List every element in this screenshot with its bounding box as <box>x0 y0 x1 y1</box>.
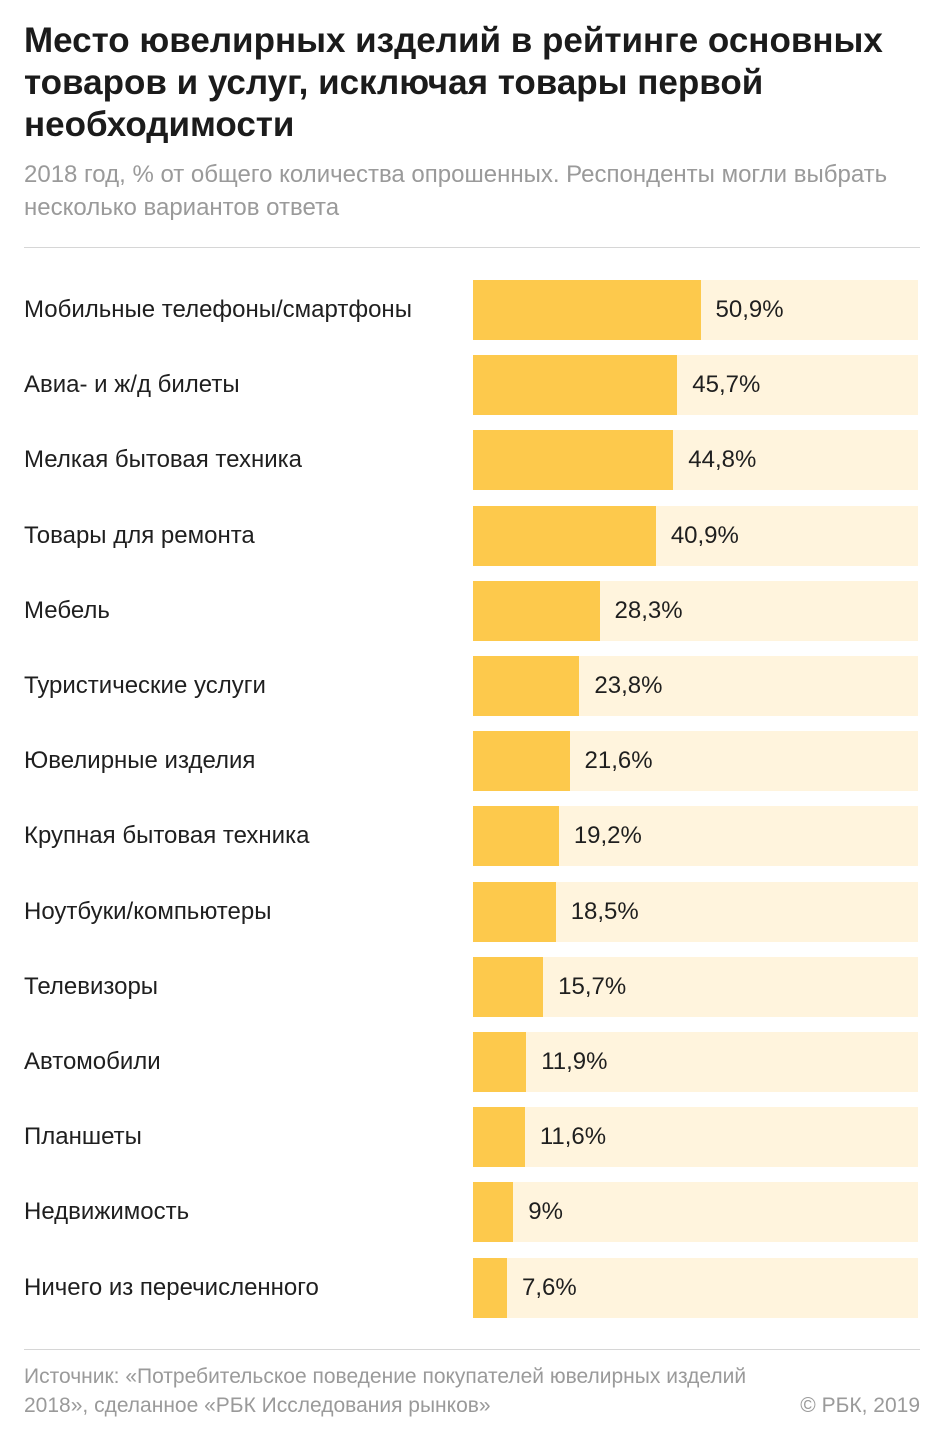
bar-track: 28,3% <box>473 580 918 641</box>
category-label: Авиа- и ж/д билеты <box>24 371 240 399</box>
value-label: 9% <box>528 1198 563 1226</box>
value-label: 21,6% <box>584 747 653 775</box>
value-label: 18,5% <box>570 897 639 925</box>
value-label: 11,6% <box>539 1123 607 1151</box>
bar <box>473 1032 527 1092</box>
bar <box>473 731 570 792</box>
value-label: 7,6% <box>521 1273 577 1301</box>
bar-row: Товары для ремонта 40,9% <box>0 505 945 566</box>
bar-row: Ноутбуки/компьютеры 18,5% <box>0 881 945 942</box>
bar <box>473 1182 514 1243</box>
bar-row: Мелкая бытовая техника 44,8% <box>0 430 945 491</box>
bar-row: Автомобили 11,9% <box>0 1032 945 1092</box>
bar-row: Крупная бытовая техника 19,2% <box>0 806 945 867</box>
chart-title: Место ювелирных изделий в рейтинге основ… <box>24 21 883 144</box>
bar-track: 45,7% <box>473 355 918 416</box>
value-label: 44,8% <box>688 446 757 474</box>
bar <box>473 1107 525 1168</box>
bar-row: Планшеты 11,6% <box>0 1107 945 1168</box>
value-label: 19,2% <box>573 822 642 850</box>
bar <box>473 656 580 716</box>
bar-track: 19,2% <box>473 806 918 867</box>
bar-row: Телевизоры 15,7% <box>0 956 945 1017</box>
bar <box>473 430 674 491</box>
bar-track: 23,8% <box>473 656 918 716</box>
bar <box>473 505 656 566</box>
bar <box>473 881 556 942</box>
category-label: Туристические услуги <box>24 672 266 699</box>
category-label: Ноутбуки/компьютеры <box>24 897 272 925</box>
bar-row: Ювелирные изделия 21,6% <box>0 731 945 792</box>
category-label: Ювелирные изделия <box>24 747 256 775</box>
bar-row: Туристические услуги 23,8% <box>0 656 945 716</box>
bar-row: Авиа- и ж/д билеты 45,7% <box>0 355 945 416</box>
bar <box>473 806 559 867</box>
value-label: 45,7% <box>692 371 761 399</box>
value-label: 11,9% <box>541 1048 608 1075</box>
bar-track: 44,8% <box>473 430 918 491</box>
category-label: Мобильные телефоны/смартфоны <box>24 296 412 323</box>
value-label: 28,3% <box>614 596 683 624</box>
bar-track: 40,9% <box>473 505 918 566</box>
bar-track: 11,6% <box>473 1107 918 1168</box>
category-label: Ничего из перечисленного <box>24 1273 319 1301</box>
value-label: 50,9% <box>715 296 784 323</box>
bar-track: 50,9% <box>473 280 918 340</box>
category-label: Крупная бытовая техника <box>24 822 310 850</box>
category-label: Мелкая бытовая техника <box>24 446 302 474</box>
bar-row: Мобильные телефоны/смартфоны 50,9% <box>0 280 945 340</box>
bar <box>473 1257 507 1318</box>
bottom-divider <box>24 1349 920 1350</box>
bar <box>473 280 701 340</box>
source-note: Источник: «Потребительское поведение пок… <box>24 1365 747 1417</box>
value-label: 40,9% <box>670 521 739 549</box>
bar <box>473 580 600 641</box>
bar-track: 11,9% <box>473 1032 918 1092</box>
bar-row: Мебель 28,3% <box>0 580 945 641</box>
category-label: Товары для ремонта <box>24 521 255 549</box>
value-label: 23,8% <box>594 672 663 699</box>
category-label: Планшеты <box>24 1123 142 1151</box>
bar-track: 9% <box>473 1182 918 1243</box>
category-label: Недвижимость <box>24 1198 190 1226</box>
top-divider <box>24 247 920 248</box>
bar <box>473 956 544 1017</box>
value-label: 15,7% <box>558 972 627 1000</box>
chart-subtitle: 2018 год, % от общего количества опрошен… <box>24 161 888 221</box>
bar-track: 7,6% <box>473 1257 918 1318</box>
category-label: Мебель <box>24 596 110 624</box>
copyright: © РБК, 2019 <box>800 1394 920 1417</box>
bar-track: 18,5% <box>473 881 918 942</box>
bar-row: Недвижимость 9% <box>0 1182 945 1243</box>
bar-track: 21,6% <box>473 731 918 792</box>
bar-track: 15,7% <box>473 956 918 1017</box>
bar-row: Ничего из перечисленного 7,6% <box>0 1257 945 1318</box>
category-label: Автомобили <box>24 1048 161 1075</box>
category-label: Телевизоры <box>24 972 159 1000</box>
bar <box>473 355 678 416</box>
bar-chart: Мобильные телефоны/смартфоны 50,9% Авиа- и… <box>0 280 945 1320</box>
